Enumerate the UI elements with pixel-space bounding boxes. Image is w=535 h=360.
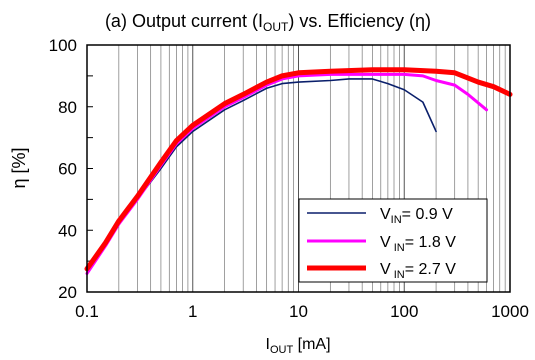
legend-label-series-1-rest: = 0.9 V — [402, 206, 453, 223]
series-layer — [84, 67, 513, 275]
x-axis-label-rest: [mA] — [293, 336, 330, 353]
y-tick-label: 80 — [58, 98, 77, 117]
x-tick-label: 0.1 — [75, 302, 99, 321]
legend: VIN= 0.9 V V IN= 1.8 V V IN= 2.7 V — [298, 198, 488, 283]
legend-label-series-2-main: V — [380, 234, 391, 251]
chart-title: (a) Output current (IOUT) vs. Efficiency… — [105, 11, 431, 34]
y-tick-label: 100 — [49, 36, 77, 55]
chart-title-suffix: ) vs. Efficiency (η) — [288, 11, 431, 31]
x-tick-label: 1 — [188, 302, 197, 321]
y-tick-label: 40 — [58, 221, 77, 240]
legend-label-series-3-sub: IN — [391, 269, 405, 281]
y-axis-label: η [%] — [9, 147, 29, 188]
x-tick-label: 10 — [289, 302, 308, 321]
y-tick-label: 20 — [58, 283, 77, 302]
x-axis-label-subscript: OUT — [270, 344, 294, 356]
chart-title-prefix: (a) Output current (I — [105, 11, 263, 31]
y-tick-labels: 20 40 60 80 100 — [49, 36, 77, 302]
x-tick-label: 1000 — [491, 302, 529, 321]
x-tick-label: 100 — [390, 302, 418, 321]
plot-frame — [86, 44, 511, 293]
legend-label-series-1: VIN= 0.9 V — [380, 206, 453, 226]
legend-label-series-1-main: V — [380, 206, 391, 223]
legend-label-series-3-rest: = 2.7 V — [405, 261, 456, 278]
legend-label-series-2: V IN= 1.8 V — [380, 234, 456, 254]
chart-title-subscript: OUT — [263, 20, 289, 34]
x-axis-label: IOUT [mA] — [265, 336, 330, 356]
legend-label-series-2-sub: IN — [391, 242, 405, 254]
legend-label-series-3: V IN= 2.7 V — [380, 261, 456, 281]
legend-label-series-2-rest: = 1.8 V — [405, 234, 456, 251]
y-tick-label: 60 — [58, 160, 77, 179]
x-axis-label-main: I — [265, 336, 269, 353]
legend-label-series-1-sub: IN — [391, 214, 402, 226]
legend-label-series-3-main: V — [380, 261, 391, 278]
series-line-3 — [84, 67, 513, 272]
x-tick-labels: 0.1 1 10 100 1000 — [75, 302, 529, 321]
